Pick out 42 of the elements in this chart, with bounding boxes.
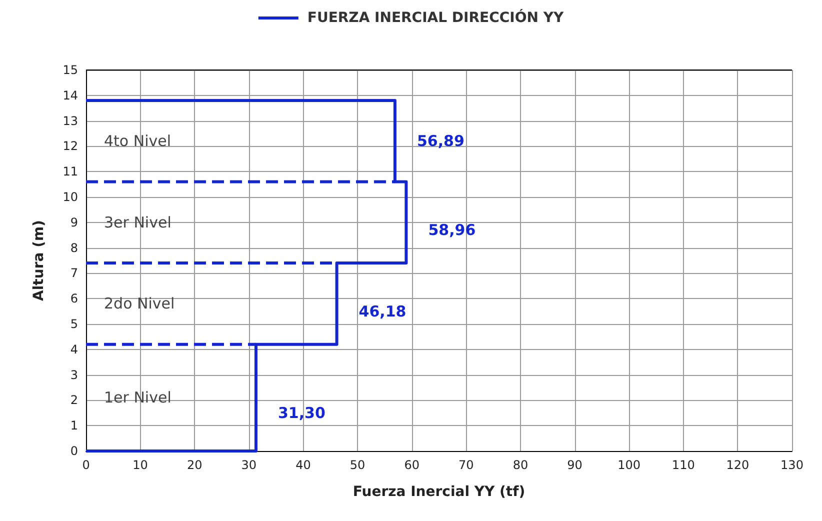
x-tick-label: 50 bbox=[350, 458, 366, 472]
x-axis-title: Fuerza Inercial YY (tf) bbox=[352, 484, 526, 500]
y-tick-label: 10 bbox=[62, 190, 78, 204]
legend-label: FUERZA INERCIAL DIRECCIÓN YY bbox=[307, 9, 564, 26]
y-tick-label: 1 bbox=[70, 418, 78, 433]
annotation: 3er Nivel bbox=[104, 213, 172, 232]
x-tick-label: 10 bbox=[132, 458, 148, 472]
x-tick-label: 70 bbox=[458, 458, 474, 472]
annotation: 46,18 bbox=[358, 302, 406, 320]
annotation: 4to Nivel bbox=[104, 132, 172, 150]
annotation: 56,89 bbox=[416, 132, 464, 150]
x-tick-label: 90 bbox=[567, 458, 582, 472]
y-tick-label: 6 bbox=[70, 292, 78, 306]
x-tick-label: 30 bbox=[241, 458, 257, 472]
y-tick-label: 12 bbox=[62, 139, 78, 154]
y-tick-label: 14 bbox=[62, 88, 78, 102]
y-tick-label: 8 bbox=[70, 240, 78, 255]
annotation: 1er Nivel bbox=[104, 388, 172, 407]
y-tick-label: 7 bbox=[70, 266, 78, 280]
y-tick-label: 15 bbox=[62, 63, 78, 77]
x-tick-label: 110 bbox=[672, 458, 695, 472]
annotation: 58,96 bbox=[428, 221, 476, 240]
x-tick-label: 130 bbox=[780, 458, 804, 472]
y-tick-label: 3 bbox=[70, 368, 78, 382]
x-tick-label: 60 bbox=[404, 458, 420, 472]
annotation: 2do Nivel bbox=[104, 294, 175, 313]
y-tick-label: 2 bbox=[70, 393, 78, 408]
x-tick-label: 0 bbox=[82, 458, 90, 472]
y-tick-label: 9 bbox=[70, 215, 78, 230]
y-tick-label: 4 bbox=[70, 342, 78, 356]
x-tick-label: 120 bbox=[726, 458, 750, 472]
y-tick-label: 11 bbox=[62, 164, 78, 179]
x-tick-label: 100 bbox=[618, 458, 641, 472]
y-tick-label: 5 bbox=[70, 317, 78, 331]
x-tick-label: 20 bbox=[186, 458, 202, 472]
y-axis-title: Altura (m) bbox=[31, 220, 47, 301]
x-tick-label: 80 bbox=[512, 458, 528, 472]
x-tick-label: 40 bbox=[296, 458, 311, 472]
y-tick-label: 13 bbox=[62, 114, 78, 128]
annotation: 31,30 bbox=[278, 404, 326, 422]
y-tick-label: 0 bbox=[70, 444, 78, 458]
line-series bbox=[84, 98, 408, 452]
